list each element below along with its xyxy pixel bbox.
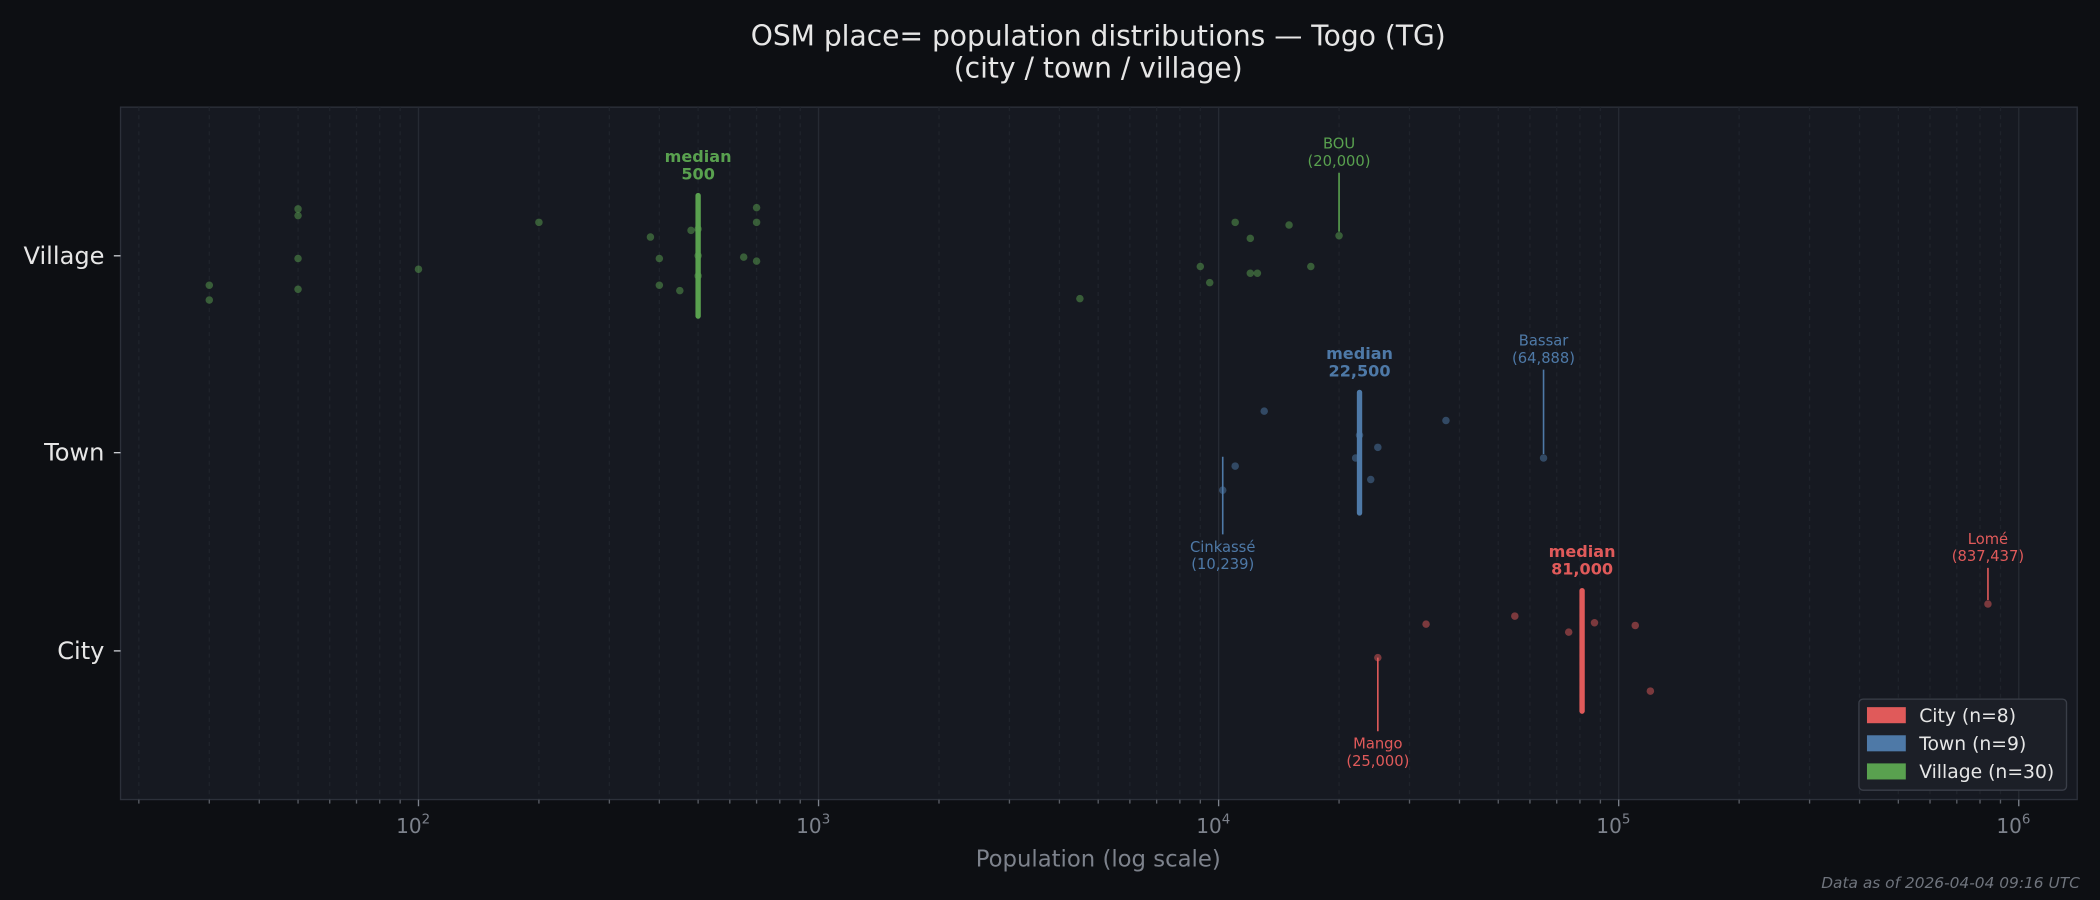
data-point <box>294 211 302 220</box>
annotation-value: (25,000) <box>1346 753 1409 770</box>
data-point <box>646 233 655 241</box>
data-point <box>1564 628 1573 636</box>
data-point <box>1335 231 1343 240</box>
x-tick-label: 105 <box>1596 813 1630 838</box>
data-point <box>676 286 684 295</box>
legend-label-town: Town (n=9) <box>1918 734 2026 755</box>
median-value: 22,500 <box>1329 361 1391 380</box>
data-point <box>655 281 664 290</box>
annotation-value: (64,888) <box>1512 350 1575 367</box>
plot-area <box>119 106 2078 801</box>
legend-box <box>1858 698 2068 791</box>
data-point <box>1285 221 1293 229</box>
x-tick-base: 10 <box>796 814 822 838</box>
x-tick-base: 10 <box>1196 814 1222 838</box>
data-point <box>294 285 302 294</box>
data-point <box>687 226 695 235</box>
median-label: median <box>1549 542 1616 561</box>
x-tick-exponent: 6 <box>2022 813 2031 828</box>
legend-swatch-village <box>1866 763 1906 780</box>
grid <box>138 107 2020 800</box>
data-point <box>1984 600 1992 608</box>
x-tick-label: 103 <box>796 813 830 838</box>
data-point <box>1646 687 1655 695</box>
annotation-value: (20,000) <box>1308 153 1371 170</box>
data-point <box>294 205 302 213</box>
legend-label-city: City (n=8) <box>1919 706 2016 727</box>
data-point <box>1511 612 1519 620</box>
data-point <box>1246 234 1255 243</box>
x-axis: 102 103 104 105 106 <box>138 799 2030 838</box>
annotation-name: Lomé <box>1968 531 2008 548</box>
data-point <box>1442 416 1450 425</box>
y-tick-label-village: Village <box>24 242 105 270</box>
data-point <box>1246 269 1255 277</box>
y-tick-label-town: Town <box>43 439 104 467</box>
data-point <box>655 254 664 263</box>
legend: City (n=8) Town (n=9) Village (n=30) <box>1858 698 2068 791</box>
chart-title: OSM place= population distributions — To… <box>751 20 1446 53</box>
data-point <box>739 253 748 261</box>
data-point <box>1590 619 1599 627</box>
data-point <box>535 218 543 227</box>
data-point <box>1253 269 1262 277</box>
data-point <box>1196 262 1205 271</box>
data-point <box>752 203 761 212</box>
x-tick-base: 10 <box>1996 814 2022 838</box>
x-tick-label: 104 <box>1196 813 1230 838</box>
data-point <box>752 257 761 265</box>
data-point <box>1076 294 1084 303</box>
footer-timestamp: Data as of 2026-04-04 09:16 UTC <box>1821 874 2080 892</box>
data-point <box>294 254 302 263</box>
data-point <box>1231 462 1239 470</box>
legend-swatch-town <box>1866 735 1906 752</box>
annotation-value: (10,239) <box>1191 556 1254 573</box>
data-point <box>1307 262 1315 271</box>
y-tick-label-city: City <box>57 637 104 665</box>
median-value: 81,000 <box>1551 560 1613 579</box>
median-label: median <box>665 147 732 166</box>
data-point <box>1366 475 1375 484</box>
annotation-name: Cinkassé <box>1190 539 1255 556</box>
legend-swatch-city <box>1866 707 1906 724</box>
data-point <box>1631 621 1640 630</box>
x-tick-exponent: 2 <box>422 813 431 828</box>
median-value: 500 <box>681 164 715 183</box>
data-point <box>1422 620 1430 628</box>
x-tick-exponent: 5 <box>1622 813 1631 828</box>
data-point <box>1231 218 1239 227</box>
data-point <box>205 296 214 304</box>
median-label: median <box>1326 344 1393 363</box>
legend-label-village: Village (n=30) <box>1919 762 2054 783</box>
x-tick-label: 102 <box>396 813 430 838</box>
y-axis: Village Town City <box>24 242 121 665</box>
x-tick-base: 10 <box>1596 814 1622 838</box>
data-point <box>1374 443 1382 452</box>
data-point <box>205 281 214 290</box>
chart-subtitle: (city / town / village) <box>954 52 1243 85</box>
x-tick-base: 10 <box>396 814 422 838</box>
data-point <box>414 265 423 273</box>
x-tick-label: 106 <box>1996 813 2030 838</box>
annotation-name: Bassar <box>1519 333 1569 350</box>
x-tick-exponent: 3 <box>822 813 831 828</box>
data-point <box>752 218 761 227</box>
data-point <box>1260 407 1268 415</box>
data-marks: median81,000Mango(25,000)Lomé(837,437)me… <box>205 136 2024 770</box>
data-point <box>1205 278 1214 287</box>
annotation-name: Mango <box>1353 736 1402 753</box>
x-axis-label: Population (log scale) <box>976 847 1221 873</box>
annotation-name: BOU <box>1323 136 1355 153</box>
x-tick-exponent: 4 <box>1222 813 1231 828</box>
data-point <box>1539 454 1548 462</box>
annotation-value: (837,437) <box>1952 548 2024 565</box>
